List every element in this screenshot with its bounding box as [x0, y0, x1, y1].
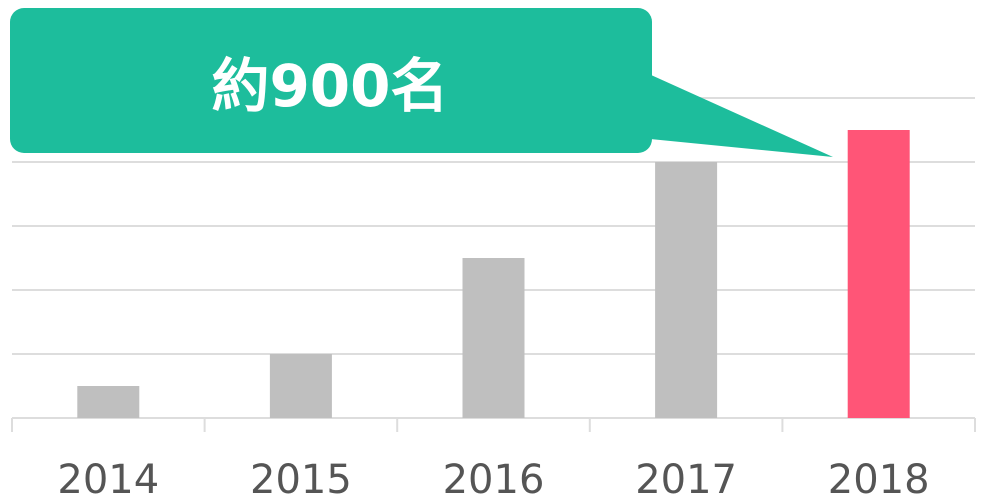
x-tick-label: 2017: [635, 457, 737, 497]
bar: [269, 354, 332, 418]
x-tick-label: 2016: [443, 457, 545, 497]
bar: [77, 386, 140, 418]
callout-pointer: [640, 70, 833, 157]
bar: [462, 258, 525, 418]
x-tick-label: 2015: [250, 457, 352, 497]
x-tick-label: 2014: [57, 457, 159, 497]
bar: [847, 130, 910, 418]
annotation: 約900名: [211, 52, 448, 120]
bar: [655, 162, 718, 418]
callout-box: [10, 8, 652, 153]
x-tick-label: 2018: [828, 457, 930, 497]
